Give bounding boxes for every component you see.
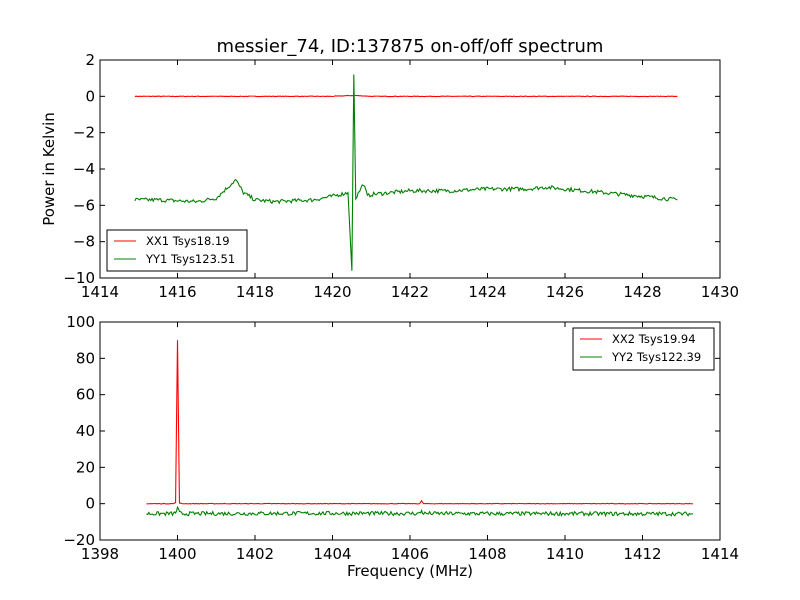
top-x-tick-label: 1416: [158, 283, 196, 301]
bottom-y-tick-label: 60: [76, 386, 95, 404]
bottom-x-tick-label: 1398: [81, 545, 119, 563]
top-panel: 1414 1416 1418 1420 1422 1424 1426 1428 1430 2 0 −2…: [40, 36, 739, 301]
top-legend-box: [106, 229, 248, 272]
top-legend: XX1 Tsys18.19 YY1 Tsys123.51: [106, 229, 248, 272]
bottom-series-yy-line: [146, 505, 693, 518]
top-y-tick-label: 0: [85, 87, 95, 105]
bottom-x-tick-label: 1408: [468, 545, 506, 563]
top-x-tick-label: 1424: [468, 283, 506, 301]
bottom-legend: XX2 Tsys19.94 YY2 Tsys122.39: [572, 327, 715, 371]
bottom-y-tick-label: 40: [76, 422, 95, 440]
top-series-yy-line: [134, 74, 678, 271]
bottom-x-tick-label: 1400: [158, 545, 196, 563]
chart-title: messier_74, ID:137875 on-off/off spectru…: [217, 36, 604, 57]
bottom-panel: 1398 1400 1402 1404 1406 1408 1410 1412 1414 100 8…: [63, 313, 739, 580]
top-series-xx-line: [134, 94, 678, 98]
top-x-tick-label: 1418: [236, 283, 274, 301]
y-axis-label: Power in Kelvin: [40, 112, 58, 226]
top-x-tick-label: 1422: [391, 283, 429, 301]
bottom-x-tick-label: 1406: [391, 545, 429, 563]
top-y-tick-label: −10: [63, 269, 95, 287]
bottom-legend-box: [572, 327, 715, 371]
top-x-tick-label: 1428: [623, 283, 661, 301]
top-y-tick-label: −6: [73, 196, 95, 214]
bottom-y-tick-label: 80: [76, 349, 95, 367]
bottom-x-tick-label: 1410: [546, 545, 584, 563]
bottom-series-xx-line: [146, 340, 693, 505]
bottom-y-tick-label: −20: [63, 531, 95, 549]
top-y-tick-label: −4: [73, 160, 95, 178]
top-legend-entry: XX1 Tsys18.19: [146, 234, 230, 248]
bottom-y-tick-label: 100: [66, 313, 95, 331]
top-y-tick-label: −8: [73, 233, 95, 251]
top-x-tick-label: 1414: [81, 283, 119, 301]
top-x-tick-label: 1420: [313, 283, 351, 301]
top-x-tick-label: 1430: [701, 283, 739, 301]
top-y-tick-label: 2: [85, 51, 95, 69]
bottom-legend-entry: XX2 Tsys19.94: [612, 332, 696, 346]
top-x-tick-label: 1426: [546, 283, 584, 301]
bottom-x-tick-label: 1412: [623, 545, 661, 563]
bottom-x-tick-label: 1404: [313, 545, 351, 563]
bottom-legend-entry: YY2 Tsys122.39: [611, 350, 701, 364]
top-legend-entry: YY1 Tsys123.51: [145, 252, 235, 266]
top-y-tick-label: −2: [73, 124, 95, 142]
bottom-x-tick-label: 1414: [701, 545, 739, 563]
bottom-y-tick-label: 0: [85, 495, 95, 513]
bottom-x-tick-label: 1402: [236, 545, 274, 563]
x-axis-label: Frequency (MHz): [347, 562, 473, 580]
bottom-y-tick-label: 20: [76, 458, 95, 476]
